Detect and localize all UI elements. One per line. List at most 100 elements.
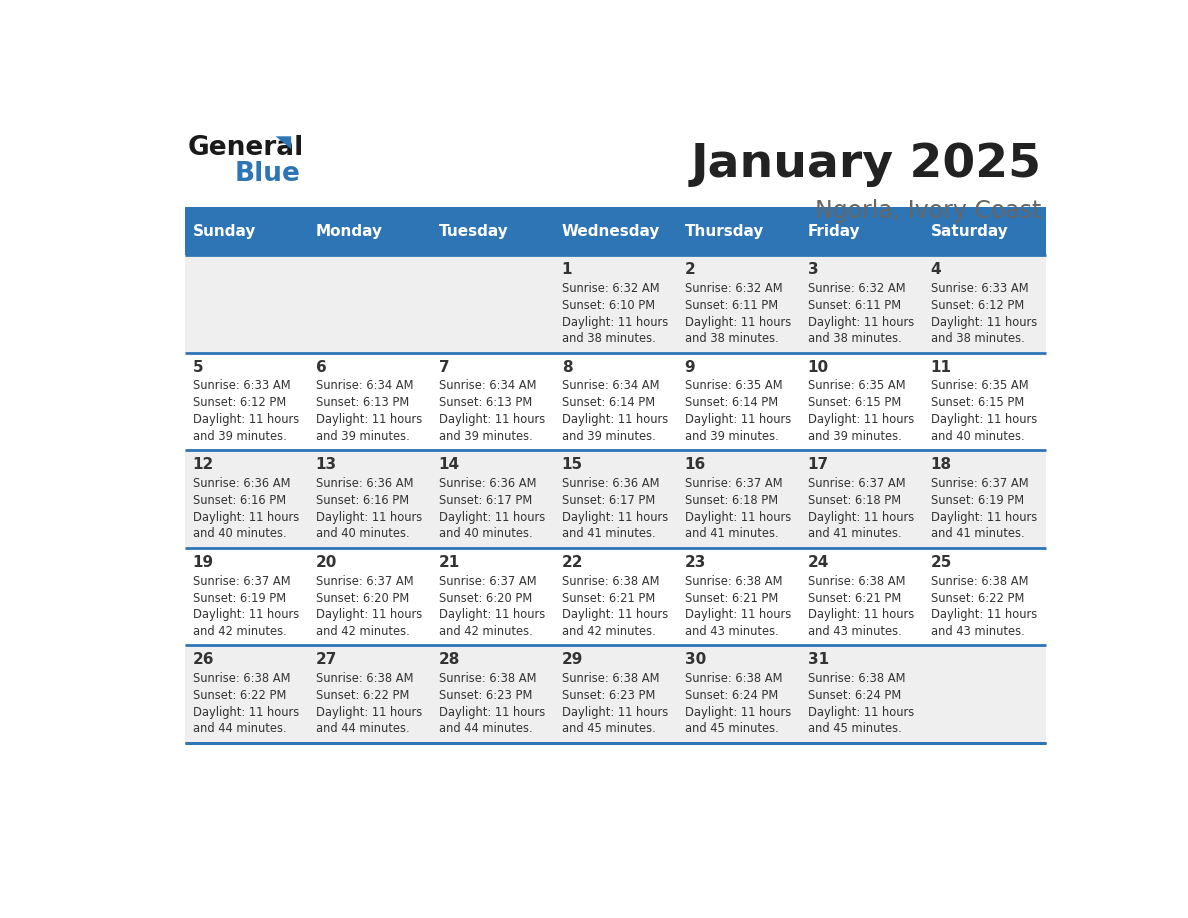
- Text: Sunset: 6:19 PM: Sunset: 6:19 PM: [930, 494, 1024, 507]
- Text: and 40 minutes.: and 40 minutes.: [192, 527, 286, 540]
- Text: Sunset: 6:13 PM: Sunset: 6:13 PM: [438, 397, 532, 409]
- Text: Daylight: 11 hours: Daylight: 11 hours: [930, 511, 1037, 524]
- Text: Sunrise: 6:34 AM: Sunrise: 6:34 AM: [562, 379, 659, 393]
- Text: 2: 2: [684, 263, 695, 277]
- Text: Sunrise: 6:35 AM: Sunrise: 6:35 AM: [684, 379, 782, 393]
- Text: and 38 minutes.: and 38 minutes.: [562, 332, 656, 345]
- Text: Sunset: 6:23 PM: Sunset: 6:23 PM: [562, 689, 655, 702]
- Text: 15: 15: [562, 457, 583, 472]
- Text: Daylight: 11 hours: Daylight: 11 hours: [808, 511, 914, 524]
- Text: Sunset: 6:15 PM: Sunset: 6:15 PM: [808, 397, 901, 409]
- Text: Sunset: 6:14 PM: Sunset: 6:14 PM: [562, 397, 655, 409]
- Text: and 41 minutes.: and 41 minutes.: [562, 527, 656, 540]
- Text: Daylight: 11 hours: Daylight: 11 hours: [316, 706, 422, 719]
- Text: Daylight: 11 hours: Daylight: 11 hours: [684, 511, 791, 524]
- Text: Sunrise: 6:33 AM: Sunrise: 6:33 AM: [930, 282, 1028, 295]
- Text: Daylight: 11 hours: Daylight: 11 hours: [316, 511, 422, 524]
- Text: and 40 minutes.: and 40 minutes.: [316, 527, 410, 540]
- Text: and 44 minutes.: and 44 minutes.: [316, 722, 410, 735]
- Text: and 41 minutes.: and 41 minutes.: [684, 527, 778, 540]
- Text: and 45 minutes.: and 45 minutes.: [684, 722, 778, 735]
- Text: Sunrise: 6:38 AM: Sunrise: 6:38 AM: [562, 575, 659, 588]
- Text: 5: 5: [192, 360, 203, 375]
- Text: Sunset: 6:13 PM: Sunset: 6:13 PM: [316, 397, 409, 409]
- Text: Sunrise: 6:32 AM: Sunrise: 6:32 AM: [562, 282, 659, 295]
- Text: Sunset: 6:14 PM: Sunset: 6:14 PM: [684, 397, 778, 409]
- Text: Sunset: 6:22 PM: Sunset: 6:22 PM: [192, 689, 286, 702]
- Text: 25: 25: [930, 554, 952, 570]
- Text: Daylight: 11 hours: Daylight: 11 hours: [316, 609, 422, 621]
- Text: 21: 21: [438, 554, 460, 570]
- Text: 8: 8: [562, 360, 573, 375]
- Text: Sunrise: 6:37 AM: Sunrise: 6:37 AM: [930, 477, 1028, 490]
- Text: Sunrise: 6:34 AM: Sunrise: 6:34 AM: [438, 379, 536, 393]
- Text: Sunset: 6:23 PM: Sunset: 6:23 PM: [438, 689, 532, 702]
- Text: Ngorla, Ivory Coast: Ngorla, Ivory Coast: [815, 198, 1042, 222]
- Text: and 42 minutes.: and 42 minutes.: [192, 625, 286, 638]
- Text: 19: 19: [192, 554, 214, 570]
- FancyBboxPatch shape: [185, 645, 1047, 743]
- Text: Sunrise: 6:38 AM: Sunrise: 6:38 AM: [438, 672, 536, 685]
- Text: Sunset: 6:24 PM: Sunset: 6:24 PM: [808, 689, 901, 702]
- Text: Daylight: 11 hours: Daylight: 11 hours: [562, 316, 668, 329]
- Text: and 39 minutes.: and 39 minutes.: [438, 430, 532, 442]
- Text: and 40 minutes.: and 40 minutes.: [930, 430, 1024, 442]
- Text: and 39 minutes.: and 39 minutes.: [192, 430, 286, 442]
- Text: Sunrise: 6:37 AM: Sunrise: 6:37 AM: [684, 477, 782, 490]
- Text: Daylight: 11 hours: Daylight: 11 hours: [192, 706, 299, 719]
- Text: and 44 minutes.: and 44 minutes.: [438, 722, 532, 735]
- Text: Sunrise: 6:33 AM: Sunrise: 6:33 AM: [192, 379, 290, 393]
- FancyBboxPatch shape: [185, 207, 309, 255]
- Text: Wednesday: Wednesday: [562, 224, 661, 239]
- Text: Sunrise: 6:38 AM: Sunrise: 6:38 AM: [684, 672, 782, 685]
- Text: Sunset: 6:18 PM: Sunset: 6:18 PM: [684, 494, 778, 507]
- Text: Sunrise: 6:38 AM: Sunrise: 6:38 AM: [808, 672, 905, 685]
- FancyBboxPatch shape: [185, 548, 1047, 645]
- FancyBboxPatch shape: [555, 207, 677, 255]
- Text: and 43 minutes.: and 43 minutes.: [930, 625, 1024, 638]
- Text: Sunrise: 6:37 AM: Sunrise: 6:37 AM: [808, 477, 905, 490]
- Text: 22: 22: [562, 554, 583, 570]
- Text: Daylight: 11 hours: Daylight: 11 hours: [684, 413, 791, 426]
- FancyBboxPatch shape: [801, 207, 923, 255]
- Text: Sunday: Sunday: [192, 224, 257, 239]
- Text: 7: 7: [438, 360, 449, 375]
- Text: Sunset: 6:20 PM: Sunset: 6:20 PM: [438, 591, 532, 605]
- Text: and 39 minutes.: and 39 minutes.: [808, 430, 902, 442]
- Text: Sunrise: 6:36 AM: Sunrise: 6:36 AM: [192, 477, 290, 490]
- Text: and 39 minutes.: and 39 minutes.: [316, 430, 410, 442]
- Text: 24: 24: [808, 554, 829, 570]
- Text: Sunrise: 6:36 AM: Sunrise: 6:36 AM: [562, 477, 659, 490]
- Text: 14: 14: [438, 457, 460, 472]
- Text: and 42 minutes.: and 42 minutes.: [438, 625, 532, 638]
- Text: Sunrise: 6:38 AM: Sunrise: 6:38 AM: [316, 672, 413, 685]
- Text: Sunrise: 6:35 AM: Sunrise: 6:35 AM: [930, 379, 1028, 393]
- Text: Sunset: 6:22 PM: Sunset: 6:22 PM: [930, 591, 1024, 605]
- Text: Sunrise: 6:38 AM: Sunrise: 6:38 AM: [930, 575, 1028, 588]
- Text: 4: 4: [930, 263, 941, 277]
- Text: Thursday: Thursday: [684, 224, 764, 239]
- Text: 18: 18: [930, 457, 952, 472]
- Text: Daylight: 11 hours: Daylight: 11 hours: [684, 316, 791, 329]
- Text: Daylight: 11 hours: Daylight: 11 hours: [930, 609, 1037, 621]
- Text: Sunset: 6:12 PM: Sunset: 6:12 PM: [192, 397, 286, 409]
- Text: Sunset: 6:11 PM: Sunset: 6:11 PM: [808, 299, 901, 312]
- Text: 26: 26: [192, 653, 214, 667]
- Text: 10: 10: [808, 360, 829, 375]
- Text: 27: 27: [316, 653, 337, 667]
- Text: Sunset: 6:18 PM: Sunset: 6:18 PM: [808, 494, 901, 507]
- Text: and 41 minutes.: and 41 minutes.: [808, 527, 902, 540]
- FancyBboxPatch shape: [677, 207, 801, 255]
- Text: Sunset: 6:21 PM: Sunset: 6:21 PM: [808, 591, 901, 605]
- Text: Sunset: 6:12 PM: Sunset: 6:12 PM: [930, 299, 1024, 312]
- Text: and 39 minutes.: and 39 minutes.: [562, 430, 656, 442]
- Text: Daylight: 11 hours: Daylight: 11 hours: [438, 413, 545, 426]
- Text: General: General: [188, 135, 303, 161]
- Text: Sunrise: 6:38 AM: Sunrise: 6:38 AM: [192, 672, 290, 685]
- Text: and 42 minutes.: and 42 minutes.: [562, 625, 656, 638]
- Text: 6: 6: [316, 360, 327, 375]
- Text: and 41 minutes.: and 41 minutes.: [930, 527, 1024, 540]
- Text: 31: 31: [808, 653, 829, 667]
- Text: Sunrise: 6:36 AM: Sunrise: 6:36 AM: [316, 477, 413, 490]
- Text: 30: 30: [684, 653, 706, 667]
